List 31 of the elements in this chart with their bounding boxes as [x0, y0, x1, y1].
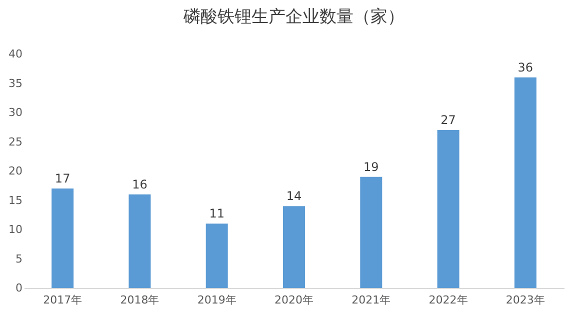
- y-tick-label: 30: [8, 106, 22, 119]
- data-label: 17: [54, 172, 70, 186]
- data-label: 27: [440, 113, 456, 128]
- x-tick-label: 2020年: [274, 294, 314, 306]
- y-tick-label: 10: [8, 223, 22, 236]
- data-label: 19: [364, 160, 379, 174]
- data-label: 14: [286, 189, 302, 204]
- y-tick-label: 20: [8, 164, 22, 178]
- data-label: 16: [132, 177, 148, 192]
- y-tick-label: 15: [8, 194, 22, 207]
- y-tick-label: 35: [8, 76, 22, 90]
- x-tick-label: 2019年: [197, 294, 236, 306]
- bar: [206, 224, 228, 288]
- x-tick-label: 2021年: [352, 294, 391, 306]
- bar: [128, 194, 151, 288]
- y-tick-label: 5: [16, 252, 22, 266]
- bar: [283, 206, 305, 288]
- x-tick-label: 2022年: [428, 294, 468, 306]
- bar: [514, 77, 536, 288]
- x-tick-label: 2018年: [120, 294, 160, 306]
- chart-title: 磷酸铁锂生产企业数量（家）: [182, 7, 404, 27]
- data-label: 11: [209, 206, 224, 221]
- x-tick-label: 2023年: [506, 294, 545, 306]
- y-tick-label: 0: [16, 282, 22, 294]
- bar: [52, 188, 74, 288]
- bar: [437, 130, 460, 288]
- data-label: 36: [518, 60, 534, 74]
- y-tick-label: 40: [8, 48, 22, 60]
- y-tick-label: 25: [8, 135, 22, 148]
- x-tick-label: 2017年: [43, 294, 82, 306]
- bar: [360, 176, 382, 288]
